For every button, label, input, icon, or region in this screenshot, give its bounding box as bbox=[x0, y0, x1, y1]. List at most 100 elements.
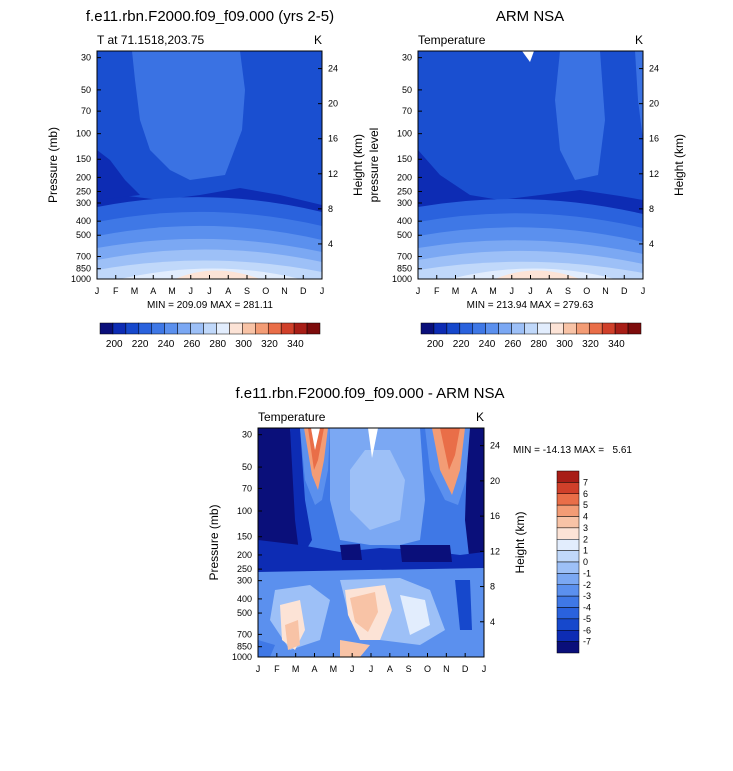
colorbar-label: -7 bbox=[583, 637, 591, 647]
y-tick-label: 100 bbox=[237, 506, 252, 516]
colorbar-label: 340 bbox=[287, 339, 304, 350]
colorbar-label: 260 bbox=[505, 339, 522, 350]
x-tick-label: J bbox=[350, 664, 355, 674]
colorbar-label: 2 bbox=[583, 534, 588, 544]
colorbar-swatch bbox=[498, 322, 512, 335]
y-tick-label: 100 bbox=[76, 129, 91, 139]
colorbar-swatch bbox=[556, 641, 580, 654]
panel2-stats: MIN = 213.94 MAX = 279.63 bbox=[467, 300, 594, 311]
colorbar-label: 220 bbox=[453, 339, 470, 350]
colorbar-label: 1 bbox=[583, 546, 588, 556]
panel3-units: K bbox=[476, 410, 484, 424]
y-tick-label: 400 bbox=[397, 216, 412, 226]
x-tick-label: A bbox=[150, 286, 156, 296]
x-tick-label: S bbox=[565, 286, 571, 296]
panel1-title: f.e11.rbn.F2000.f09_f09.000 (yrs 2-5) bbox=[86, 8, 334, 25]
y-tick-label: 400 bbox=[237, 594, 252, 604]
y-tick-label: 200 bbox=[76, 172, 91, 182]
panel3-ylabel: Pressure (mb) bbox=[207, 504, 221, 580]
colorbar-label: 300 bbox=[556, 339, 573, 350]
x-tick-label: J bbox=[510, 286, 515, 296]
colorbar-label: 200 bbox=[427, 339, 444, 350]
colorbar-label: 220 bbox=[132, 339, 149, 350]
y-right-tick-label: 12 bbox=[490, 546, 500, 556]
x-tick-label: M bbox=[131, 286, 139, 296]
colorbar-swatch bbox=[556, 516, 580, 529]
x-tick-label: J bbox=[207, 286, 212, 296]
colorbar-label: 200 bbox=[106, 339, 123, 350]
x-tick-label: A bbox=[387, 664, 393, 674]
y-tick-label: 850 bbox=[397, 264, 412, 274]
colorbar-swatch bbox=[485, 322, 499, 335]
panel1-contour-field bbox=[97, 51, 322, 279]
y-tick-label: 150 bbox=[76, 154, 91, 164]
y-right-tick-label: 20 bbox=[649, 99, 659, 109]
colorbar-swatch bbox=[306, 322, 321, 335]
y-tick-label: 300 bbox=[237, 576, 252, 586]
y-tick-label: 250 bbox=[237, 564, 252, 574]
colorbar-label: 240 bbox=[158, 339, 175, 350]
y-right-tick-label: 8 bbox=[490, 582, 495, 592]
panel2-title: ARM NSA bbox=[496, 8, 564, 25]
x-tick-label: J bbox=[320, 286, 325, 296]
colorbar-swatch bbox=[556, 539, 580, 551]
x-tick-label: A bbox=[546, 286, 552, 296]
x-tick-label: N bbox=[443, 664, 450, 674]
x-tick-label: F bbox=[434, 286, 440, 296]
colorbar-swatch bbox=[556, 607, 580, 620]
colorbar-swatch bbox=[293, 322, 308, 335]
colorbar-swatch bbox=[556, 504, 580, 517]
y-tick-label: 250 bbox=[76, 186, 91, 196]
y-right-tick-label: 12 bbox=[649, 169, 659, 179]
y-right-tick-label: 8 bbox=[328, 204, 333, 214]
colorbar-swatch bbox=[433, 322, 448, 335]
colorbar-swatch bbox=[125, 322, 140, 335]
colorbar-label: 5 bbox=[583, 500, 588, 510]
x-tick-label: D bbox=[621, 286, 628, 296]
y-tick-label: 250 bbox=[397, 186, 412, 196]
colorbar-label: 260 bbox=[184, 339, 201, 350]
panel3-colorbar: 7 65 432 10-1 -2-3 -4-5-6 -7 bbox=[556, 470, 591, 654]
colorbar-swatch bbox=[151, 322, 165, 335]
colorbar-swatch bbox=[556, 630, 580, 642]
panel-difference: f.e11.rbn.F2000.f09_f09.000 - ARM NSA Te… bbox=[207, 385, 632, 674]
colorbar-label: -2 bbox=[583, 580, 591, 590]
colorbar-swatch bbox=[459, 322, 474, 335]
colorbar-swatch bbox=[203, 322, 217, 335]
y-tick-label: 70 bbox=[242, 483, 252, 493]
y-right-tick-label: 4 bbox=[490, 617, 495, 627]
panel2-units: K bbox=[635, 33, 643, 47]
colorbar-swatch bbox=[446, 322, 461, 335]
panel1-units: K bbox=[314, 33, 322, 47]
x-tick-label: J bbox=[256, 664, 261, 674]
colorbar-swatch bbox=[556, 573, 580, 585]
y-right-tick-label: 16 bbox=[328, 134, 338, 144]
colorbar-swatch bbox=[190, 322, 204, 335]
y-right-tick-label: 24 bbox=[328, 64, 338, 74]
panel2-ylabel-right: Height (km) bbox=[672, 134, 686, 196]
x-tick-label: M bbox=[168, 286, 176, 296]
colorbar-label: 4 bbox=[583, 512, 588, 522]
colorbar-swatch bbox=[550, 322, 564, 335]
colorbar-label: 6 bbox=[583, 489, 588, 499]
y-tick-label: 30 bbox=[402, 53, 412, 63]
colorbar-swatch bbox=[556, 470, 580, 483]
colorbar-swatch bbox=[511, 322, 525, 335]
x-tick-label: M bbox=[330, 664, 338, 674]
x-tick-label: A bbox=[311, 664, 317, 674]
colorbar-swatch bbox=[556, 561, 580, 574]
x-tick-label: J bbox=[528, 286, 533, 296]
colorbar-label: 280 bbox=[530, 339, 547, 350]
x-tick-label: M bbox=[452, 286, 460, 296]
panel2-axes: J F M A M J J A S O N D J 30 50 70 100 150 200 250 300 400 500… bbox=[392, 53, 659, 296]
colorbar-label: 320 bbox=[582, 339, 599, 350]
colorbar-swatch bbox=[588, 322, 603, 335]
x-tick-label: S bbox=[244, 286, 250, 296]
colorbar-swatch bbox=[420, 322, 435, 335]
colorbar-label: 300 bbox=[235, 339, 252, 350]
x-tick-label: F bbox=[113, 286, 119, 296]
colorbar-swatch bbox=[280, 322, 295, 335]
colorbar-swatch bbox=[112, 322, 127, 335]
panel1-axes: J F M A M J J A S O N D J 30 50 70 100 150 200 250 300 400 500… bbox=[71, 53, 338, 296]
x-tick-label: S bbox=[406, 664, 412, 674]
